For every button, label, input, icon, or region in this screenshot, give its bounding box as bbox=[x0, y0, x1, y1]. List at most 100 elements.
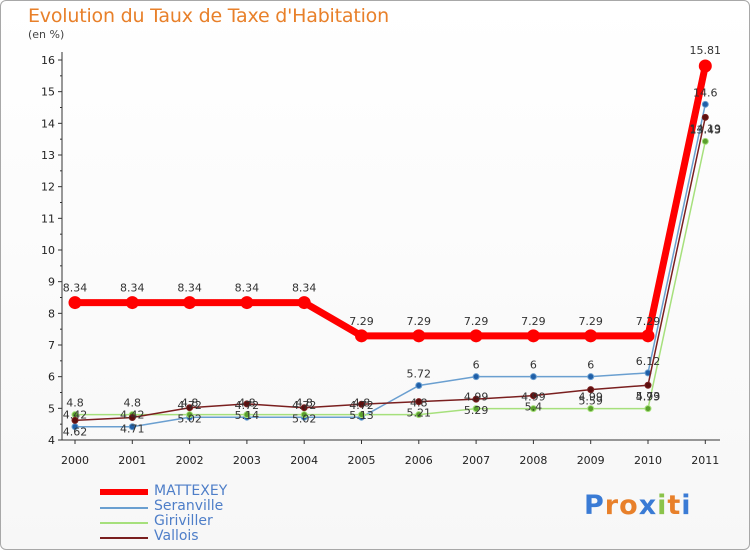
data-label: 4.8 bbox=[295, 397, 313, 410]
data-point bbox=[587, 373, 595, 381]
data-label: 4.72 bbox=[177, 399, 202, 412]
y-tick-label: 9 bbox=[48, 276, 55, 289]
x-tick-label: 2010 bbox=[634, 454, 662, 467]
data-label: 7.29 bbox=[349, 315, 374, 328]
data-label: 4.8 bbox=[353, 397, 371, 410]
logo-letter: o bbox=[619, 490, 639, 521]
logo-letter: t bbox=[667, 490, 682, 521]
data-point bbox=[186, 404, 194, 412]
legend-label: Seranville bbox=[154, 498, 224, 514]
legend-swatch bbox=[100, 537, 148, 539]
data-label: 5.21 bbox=[407, 407, 432, 420]
data-point bbox=[587, 405, 595, 413]
data-label: 5.72 bbox=[407, 368, 432, 381]
y-tick-label: 16 bbox=[41, 54, 55, 67]
data-point bbox=[701, 137, 709, 145]
data-point bbox=[698, 59, 712, 73]
logo-letter: r bbox=[604, 490, 620, 521]
legend-label: Vallois bbox=[154, 528, 199, 544]
data-point bbox=[472, 373, 480, 381]
data-label: 4.8 bbox=[410, 397, 428, 410]
data-label: 4.8 bbox=[238, 397, 256, 410]
chart-title: Evolution du Taux de Taxe d'Habitation bbox=[28, 5, 389, 27]
data-label: 5.73 bbox=[636, 390, 661, 403]
legend-swatch bbox=[100, 522, 148, 524]
data-point bbox=[641, 329, 655, 343]
x-tick-label: 2006 bbox=[405, 454, 433, 467]
x-tick-label: 2001 bbox=[118, 454, 146, 467]
data-point bbox=[240, 296, 254, 310]
data-point bbox=[128, 423, 136, 431]
data-point bbox=[469, 329, 483, 343]
data-label: 8.34 bbox=[63, 282, 88, 295]
data-label: 6 bbox=[587, 359, 594, 372]
y-tick-label: 14 bbox=[41, 117, 55, 130]
data-label: 7.29 bbox=[636, 315, 661, 328]
data-point bbox=[644, 381, 652, 389]
data-label: 5.14 bbox=[235, 409, 260, 422]
data-label: 4.72 bbox=[349, 399, 374, 412]
logo-letter: x bbox=[638, 490, 658, 521]
chart-subtitle: (en %) bbox=[28, 28, 65, 41]
x-tick-label: 2000 bbox=[61, 454, 89, 467]
series-line-giriviller bbox=[75, 141, 707, 416]
data-point bbox=[68, 296, 82, 310]
legend-swatch bbox=[100, 507, 148, 509]
y-tick-label: 13 bbox=[41, 149, 55, 162]
data-label: 4.99 bbox=[464, 391, 489, 404]
data-label: 4.72 bbox=[292, 399, 317, 412]
data-label: 4.8 bbox=[66, 397, 84, 410]
data-point bbox=[183, 296, 197, 310]
legend-swatch bbox=[100, 489, 148, 495]
data-label: 5.13 bbox=[349, 409, 374, 422]
data-label: 6.12 bbox=[636, 355, 661, 368]
data-point bbox=[71, 416, 79, 424]
data-point bbox=[529, 392, 537, 400]
y-tick-label: 6 bbox=[48, 371, 55, 384]
data-point bbox=[128, 414, 136, 422]
data-point bbox=[186, 411, 194, 419]
data-label: 7.29 bbox=[407, 315, 432, 328]
data-point bbox=[415, 382, 423, 390]
data-label: 5.4 bbox=[525, 401, 543, 414]
data-label: 4.62 bbox=[63, 425, 88, 438]
y-tick-label: 8 bbox=[48, 307, 55, 320]
series-line-seranville bbox=[75, 104, 707, 428]
data-point bbox=[587, 386, 595, 394]
proxiti-logo: Proxiti bbox=[584, 490, 692, 521]
y-tick-label: 7 bbox=[48, 339, 55, 352]
y-tick-label: 15 bbox=[41, 86, 55, 99]
data-point bbox=[412, 329, 426, 343]
data-point bbox=[243, 411, 251, 419]
data-label: 4.99 bbox=[636, 391, 661, 404]
data-label: 7.29 bbox=[521, 315, 546, 328]
y-tick-label: 11 bbox=[41, 212, 55, 225]
data-label: 6 bbox=[530, 359, 537, 372]
x-tick-label: 2008 bbox=[519, 454, 547, 467]
data-label: 7.29 bbox=[464, 315, 489, 328]
x-tick-label: 2005 bbox=[348, 454, 376, 467]
x-tick-label: 2004 bbox=[290, 454, 318, 467]
data-label: 5.59 bbox=[578, 395, 603, 408]
data-label: 13.43 bbox=[690, 123, 722, 136]
data-label: 4.71 bbox=[120, 423, 145, 436]
data-label: 5.02 bbox=[292, 413, 317, 426]
logo-letter: i bbox=[657, 490, 668, 521]
data-label: 4.42 bbox=[120, 409, 145, 422]
x-tick-label: 2002 bbox=[176, 454, 204, 467]
data-label: 5.02 bbox=[177, 413, 202, 426]
data-label: 8.34 bbox=[120, 282, 145, 295]
logo-letter: P bbox=[584, 490, 605, 521]
y-tick-label: 10 bbox=[41, 244, 55, 257]
data-label: 4.8 bbox=[124, 397, 142, 410]
x-tick-label: 2003 bbox=[233, 454, 261, 467]
data-point bbox=[472, 395, 480, 403]
data-label: 4.8 bbox=[181, 397, 199, 410]
x-tick-label: 2007 bbox=[462, 454, 490, 467]
data-point bbox=[529, 405, 537, 413]
data-point bbox=[297, 296, 311, 310]
data-label: 4.99 bbox=[521, 391, 546, 404]
y-tick-label: 12 bbox=[41, 181, 55, 194]
y-tick-label: 4 bbox=[48, 434, 55, 447]
